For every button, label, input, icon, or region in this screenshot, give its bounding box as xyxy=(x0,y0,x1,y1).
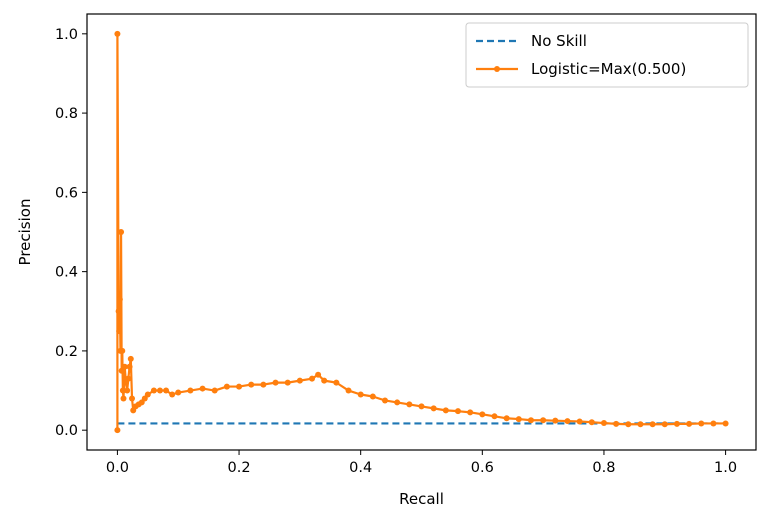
data-point-logistic xyxy=(223,383,230,390)
data-point-logistic xyxy=(430,405,437,412)
data-point-logistic xyxy=(454,408,461,415)
data-point-logistic xyxy=(722,420,729,427)
y-tick-label: 0.0 xyxy=(55,423,78,439)
data-point-logistic xyxy=(527,417,534,424)
y-tick-label: 0.2 xyxy=(55,344,78,360)
y-tick-label: 0.6 xyxy=(55,185,78,201)
x-tick-label: 0.4 xyxy=(349,460,372,476)
data-point-logistic xyxy=(296,377,303,384)
data-point-logistic xyxy=(588,419,595,426)
data-point-logistic xyxy=(236,383,243,390)
data-point-logistic xyxy=(673,420,680,427)
data-point-logistic xyxy=(357,391,364,398)
data-point-logistic xyxy=(515,416,522,423)
data-point-logistic xyxy=(129,395,136,402)
data-point-logistic xyxy=(272,379,279,386)
data-point-logistic xyxy=(116,296,123,303)
y-tick-label: 0.8 xyxy=(55,106,78,122)
data-point-logistic xyxy=(418,403,425,410)
data-point-logistic xyxy=(686,420,693,427)
data-point-logistic xyxy=(284,379,291,386)
data-point-logistic xyxy=(119,387,126,394)
y-tick-label: 0.4 xyxy=(55,265,78,281)
data-point-logistic xyxy=(315,371,322,378)
data-point-logistic xyxy=(467,409,474,416)
x-tick-label: 0.0 xyxy=(106,460,129,476)
y-axis-label: Precision xyxy=(16,199,34,266)
data-point-logistic xyxy=(613,420,620,427)
data-point-logistic xyxy=(491,413,498,420)
data-point-logistic xyxy=(199,385,206,392)
data-point-logistic xyxy=(118,229,125,235)
data-point-logistic xyxy=(333,379,340,386)
x-axis-label: Recall xyxy=(399,490,444,508)
data-point-logistic xyxy=(150,387,157,394)
data-point-logistic xyxy=(625,421,632,428)
data-point-logistic xyxy=(187,387,194,394)
data-point-logistic xyxy=(114,30,121,37)
data-point-logistic xyxy=(345,387,352,394)
data-point-logistic xyxy=(442,407,449,414)
data-point-logistic xyxy=(503,415,510,422)
data-point-logistic xyxy=(552,417,559,424)
legend-frame xyxy=(465,22,749,88)
data-point-logistic xyxy=(321,377,328,384)
data-point-logistic xyxy=(661,421,668,428)
axes-frame xyxy=(86,13,757,451)
legend-entry-no-skill: No Skill xyxy=(531,32,587,50)
data-point-logistic xyxy=(309,375,316,382)
series-line-logistic xyxy=(116,32,726,431)
data-point-logistic xyxy=(540,417,547,424)
data-point-logistic xyxy=(119,347,126,354)
legend-entry-logistic: Logistic=Max(0.500) xyxy=(531,60,686,78)
data-point-logistic xyxy=(698,420,705,427)
data-point-logistic xyxy=(120,395,127,402)
data-point-logistic xyxy=(564,418,571,425)
data-point-logistic xyxy=(576,418,583,425)
x-tick-label: 1.0 xyxy=(714,460,737,476)
data-point-logistic xyxy=(382,397,389,404)
legend: No Skill Logistic=Max(0.500) xyxy=(465,22,749,88)
data-point-logistic xyxy=(126,363,133,370)
data-point-logistic xyxy=(479,411,486,418)
data-point-logistic xyxy=(121,363,128,370)
data-point-logistic xyxy=(369,393,376,400)
plot-area xyxy=(114,30,729,434)
data-point-logistic xyxy=(124,387,131,394)
data-point-logistic xyxy=(156,387,163,394)
data-point-logistic xyxy=(115,308,122,315)
data-point-logistic xyxy=(394,399,401,406)
data-point-logistic xyxy=(114,427,121,434)
data-point-logistic xyxy=(127,355,134,362)
x-tick-label: 0.8 xyxy=(592,460,615,476)
data-point-logistic xyxy=(163,387,170,394)
data-point-logistic xyxy=(710,420,717,427)
legend-swatch-logistic-marker xyxy=(494,66,500,72)
x-tick-label: 0.2 xyxy=(228,460,251,476)
data-point-logistic xyxy=(125,375,132,382)
data-point-logistic xyxy=(406,401,413,408)
x-tick-label: 0.6 xyxy=(471,460,494,476)
data-point-logistic xyxy=(600,420,607,427)
data-point-logistic xyxy=(637,421,644,428)
data-point-logistic xyxy=(211,387,218,394)
y-tick-label: 1.0 xyxy=(55,27,78,43)
data-point-logistic xyxy=(116,328,123,335)
axis-ticks: 0.0 0.2 0.4 0.6 0.8 1.0 0.0 0.2 0.4 0.6 0.8 1.0 xyxy=(55,27,737,476)
data-point-logistic xyxy=(169,391,176,398)
data-point-logistic xyxy=(175,389,182,396)
data-point-logistic xyxy=(649,421,656,428)
data-point-logistic xyxy=(248,381,255,388)
data-point-logistic xyxy=(260,381,267,388)
data-point-logistic xyxy=(144,391,151,398)
